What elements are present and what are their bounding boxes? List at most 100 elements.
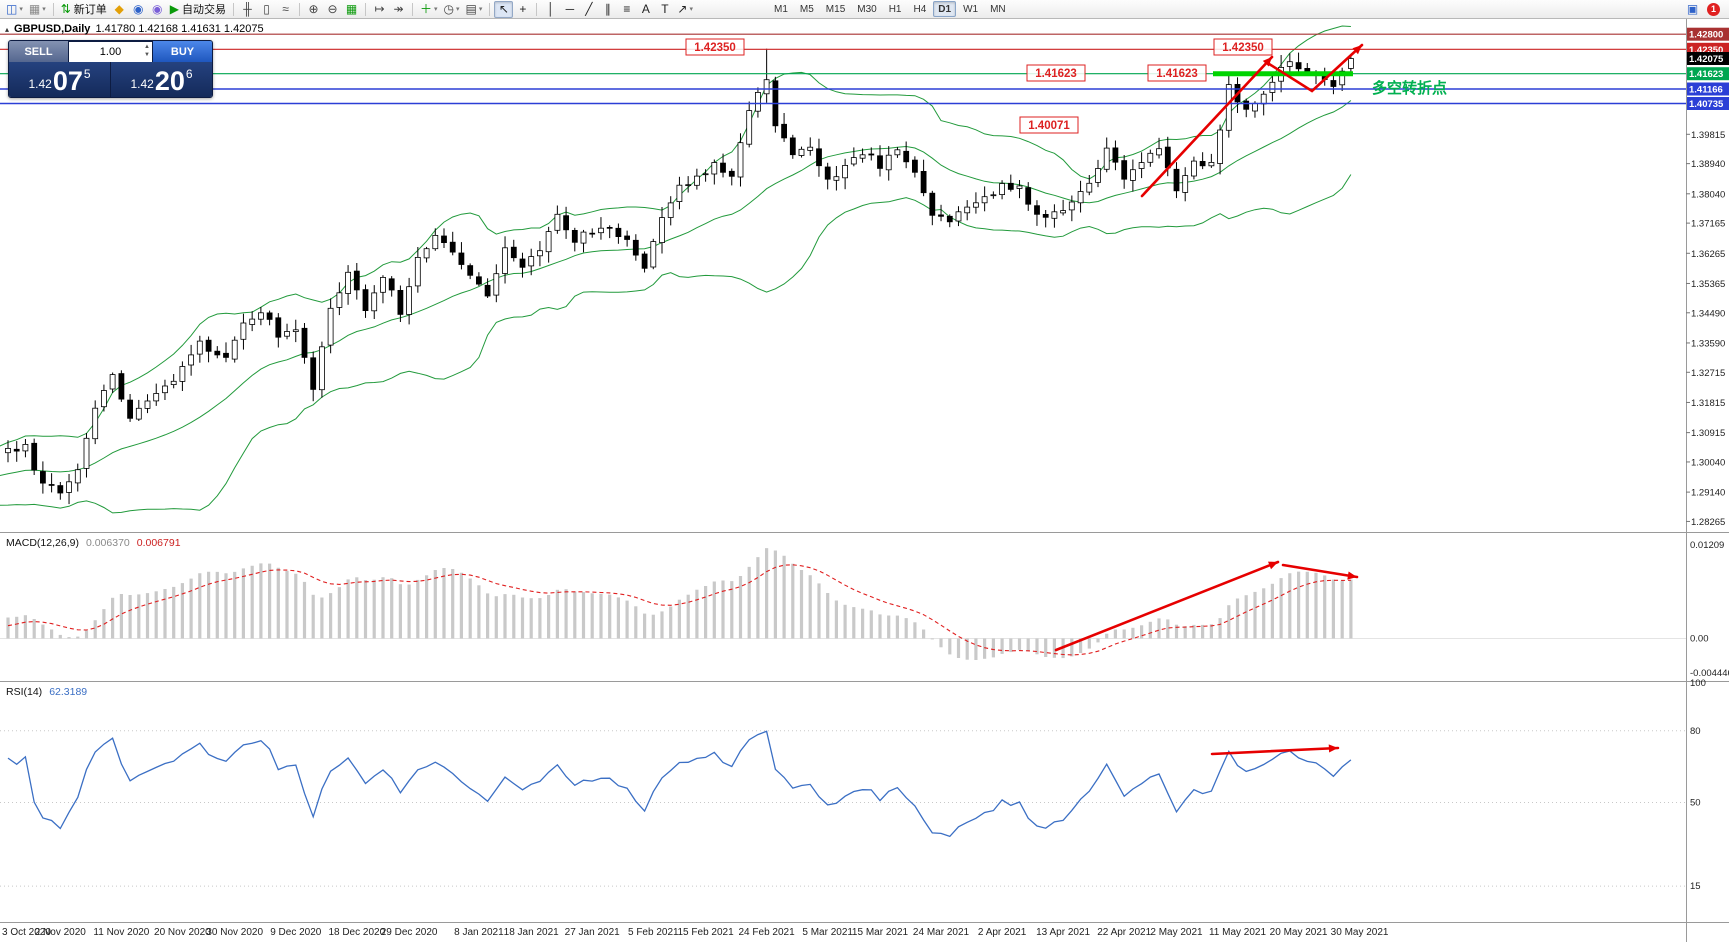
turning-point-note[interactable]: 多空转折点 [1372,79,1447,97]
profiles-button[interactable]: ▦ ▾ [26,1,49,18]
volume-field[interactable]: 1.00 ▲ ▼ [69,41,152,62]
timeframe-d1[interactable]: D1 [933,1,957,17]
periods-button[interactable]: ◷ ▾ [441,1,463,18]
new-chart-button[interactable]: ◫ ▾ [3,1,26,18]
svg-text:22 Apr 2021: 22 Apr 2021 [1097,927,1151,938]
trend-arrow[interactable] [1210,746,1340,756]
price-label-box[interactable] [1213,38,1273,56]
vertical-line-button[interactable]: │ [541,1,560,18]
buy-button[interactable]: BUY [152,41,212,62]
fibonacci-button[interactable]: ≡ [617,1,636,18]
zoom-in-button[interactable]: ⊕ [304,1,323,18]
notification-badge[interactable]: 1 [1707,2,1720,16]
buy-price-display[interactable]: 1.42 20 6 [111,62,212,97]
toolbar-separator [412,2,414,16]
line-chart-button[interactable]: ≈ [276,1,295,18]
community-button[interactable]: ▣ [1683,1,1702,18]
svg-text:1.33590: 1.33590 [1691,339,1725,350]
macd-name-label: MACD(12,26,9) [6,537,79,549]
metaeditor-button[interactable]: ◆ [110,1,129,18]
svg-text:1.39815: 1.39815 [1691,130,1725,141]
chart-shift-button[interactable]: ↠ [389,1,408,18]
text-icon: A [641,2,650,16]
timeframe-m5[interactable]: M5 [799,3,814,15]
autotrading-play-icon: ▶ [169,2,180,16]
svg-text:1.40735: 1.40735 [1689,99,1724,110]
autotrading-button[interactable]: ▶ 自动交易 [167,1,229,18]
bar-chart-button[interactable]: ╫ [238,1,257,18]
strategy-tester-icon: ◉ [152,2,163,16]
symbol-period-label: GBPUSD,Daily [14,23,91,35]
svg-text:1.42350: 1.42350 [694,42,736,54]
arrows-button[interactable]: ↗ ▾ [674,1,696,18]
volume-spinner[interactable]: ▲ ▼ [144,43,150,59]
one-click-toggle-icon[interactable]: ▴ [5,24,10,34]
svg-text:1.28265: 1.28265 [1691,517,1725,528]
trend-arrow[interactable] [1281,563,1359,579]
timeframe-m30[interactable]: M30 [857,3,877,15]
channel-button[interactable]: ∥ [598,1,617,18]
vertical-line-icon: │ [547,2,555,16]
svg-text:2 Nov 2020: 2 Nov 2020 [35,927,87,938]
chevron-down-icon: ▾ [434,6,438,13]
trend-arrow[interactable] [1054,560,1280,652]
svg-text:30 Nov 2020: 30 Nov 2020 [206,927,263,938]
crosshair-button[interactable]: + [513,1,532,18]
horizontal-line-button[interactable]: ─ [560,1,579,18]
community-icon: ▣ [1686,2,1699,16]
text-label-button[interactable]: T [655,1,674,18]
trend-arrow[interactable] [1140,55,1274,198]
text-button[interactable]: A [636,1,655,18]
svg-text:11 May 2021: 11 May 2021 [1209,927,1267,938]
templates-button[interactable]: ▤ ▾ [463,1,486,18]
svg-text:24 Feb 2021: 24 Feb 2021 [739,927,796,938]
indicators-button[interactable]: ＋ ▾ [417,1,441,18]
ohlc-label: 1.41780 1.42168 1.41631 1.42075 [95,23,264,35]
timeframe-m1[interactable]: M1 [773,3,788,15]
tile-windows-button[interactable]: ▦ [342,1,361,18]
candlestick-chart-button[interactable]: ▯ [257,1,276,18]
sell-price-big-figure: 1.42 [28,77,52,91]
svg-text:1.42350: 1.42350 [1222,42,1264,54]
svg-text:15 Mar 2021: 15 Mar 2021 [852,927,909,938]
trendline-button[interactable]: ╱ [579,1,598,18]
timeframe-h1[interactable]: H1 [888,3,902,15]
sell-button[interactable]: SELL [9,41,69,62]
toolbar-separator [365,2,367,16]
auto-scroll-icon: ↦ [374,2,385,16]
terminal-button[interactable]: ◉ [129,1,148,18]
volume-value[interactable]: 1.00 [99,46,122,58]
chart-header: ▴ GBPUSD,Daily 1.41780 1.42168 1.41631 1… [5,23,264,35]
autotrading-button-label: 自动交易 [182,4,227,16]
zoom-out-button[interactable]: ⊖ [323,1,342,18]
sell-price-display[interactable]: 1.42 07 5 [9,62,110,97]
auto-scroll-button[interactable]: ↦ [370,1,389,18]
fibonacci-icon: ≡ [623,2,631,16]
buy-price-pips: 20 [154,66,185,96]
svg-text:-0.004446: -0.004446 [1690,668,1729,679]
trend-arrow[interactable] [1264,43,1364,93]
spinner-down-icon[interactable]: ▼ [144,52,150,58]
timeframe-h4[interactable]: H4 [913,3,927,15]
cursor-button[interactable]: ↖ [494,0,514,18]
strategy-tester-button[interactable]: ◉ [148,1,167,18]
price-label-box[interactable] [1147,64,1207,82]
tile-windows-icon: ▦ [345,2,358,16]
spinner-up-icon[interactable]: ▲ [144,44,150,50]
price-label-box[interactable] [1019,116,1079,134]
new-order-button[interactable]: ⇅ 新订单 [58,1,110,18]
sell-price-point: 5 [83,67,91,81]
timeframe-mn[interactable]: MN [990,3,1006,15]
profiles-icon: ▦ [28,2,41,16]
arrowhead [1352,45,1362,55]
price-label-box[interactable] [685,38,745,56]
svg-text:1.36265: 1.36265 [1691,249,1725,260]
horizontal-line-icon: ─ [565,2,575,16]
periods-icon: ◷ [443,2,455,16]
price-label-box[interactable] [1026,64,1086,82]
timeframe-m15[interactable]: M15 [825,3,846,15]
timeframe-w1[interactable]: W1 [963,3,979,15]
svg-text:1.41166: 1.41166 [1689,85,1723,96]
